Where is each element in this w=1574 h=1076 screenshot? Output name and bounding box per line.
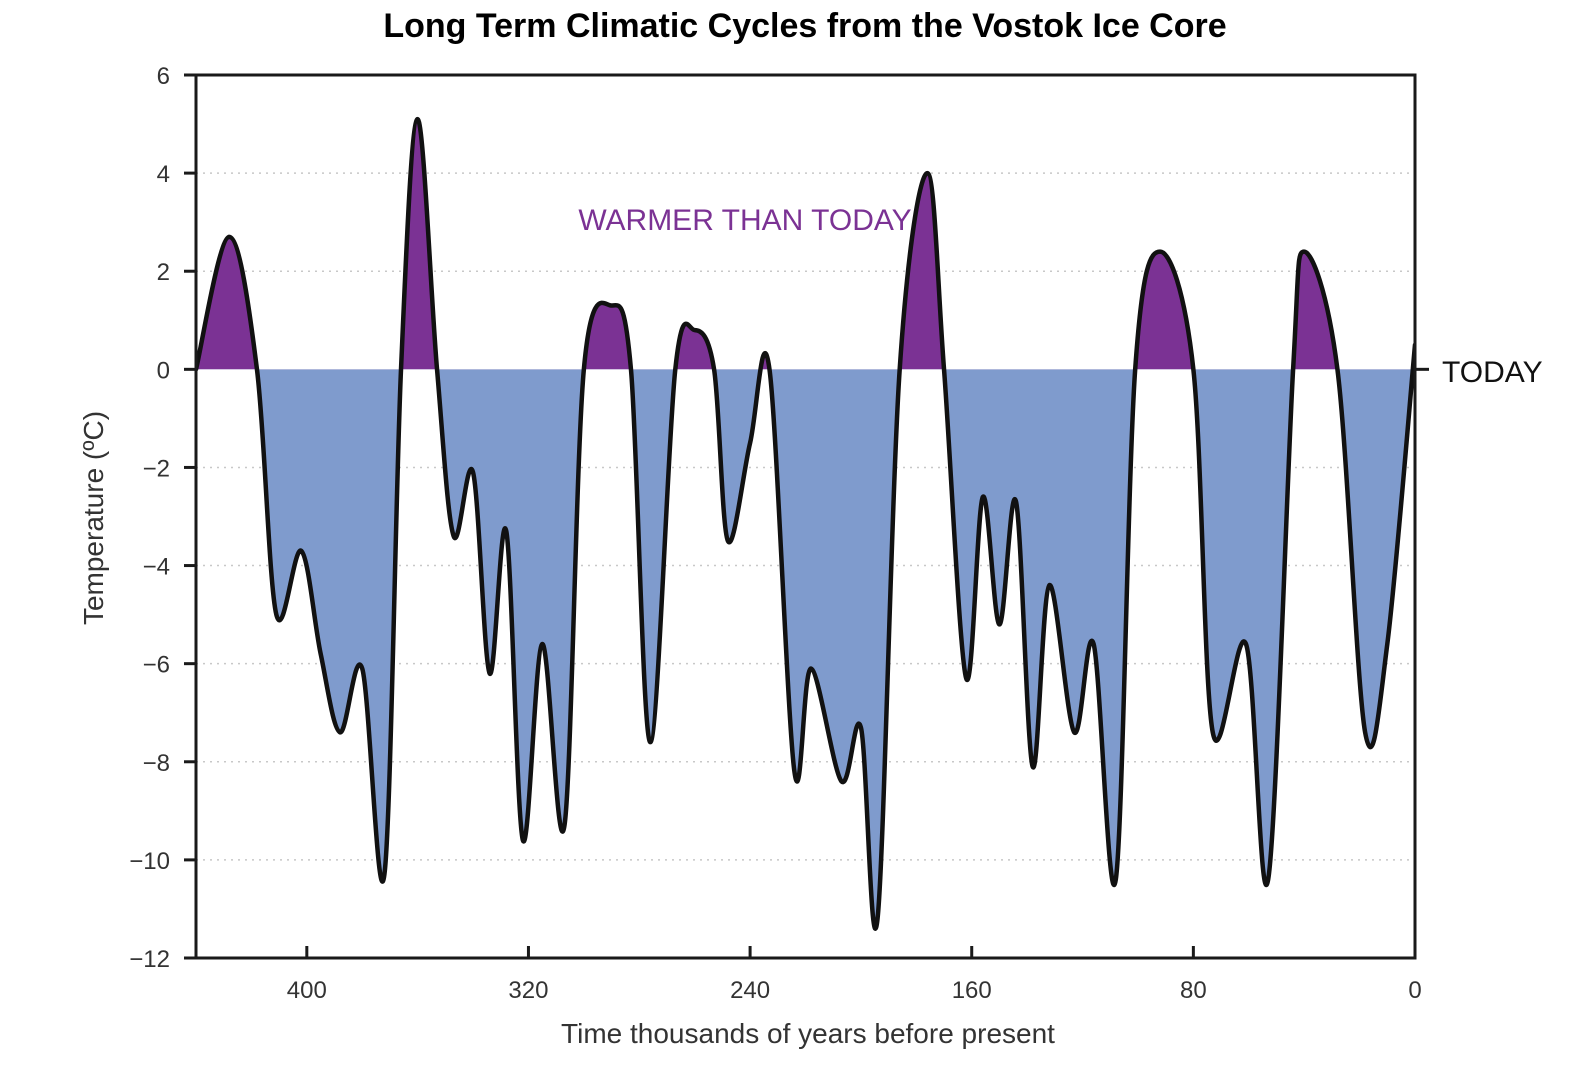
- plot-frame: [194, 73, 1417, 960]
- y-tick-label: −12: [129, 946, 170, 973]
- y-tick-label: 2: [157, 259, 170, 286]
- x-tick-label: 160: [952, 977, 992, 1004]
- chart-title: Long Term Climatic Cycles from the Vosto…: [383, 7, 1226, 45]
- y-axis-label: Temperature (ºC): [78, 411, 109, 625]
- x-tick-label: 240: [730, 977, 770, 1004]
- x-tick-label: 320: [508, 977, 548, 1004]
- temperature-curve: [196, 116, 1415, 931]
- y-tick-label: −8: [143, 750, 170, 777]
- y-tick-label: −10: [129, 848, 170, 875]
- y-tick-label: −6: [143, 652, 170, 679]
- x-axis-label: Time thousands of years before present: [561, 1018, 1055, 1049]
- x-tick-label: 0: [1408, 977, 1421, 1004]
- warmer-than-today-annotation: WARMER THAN TODAY: [578, 204, 911, 237]
- today-label: TODAY: [1442, 356, 1543, 389]
- y-tick-label: 6: [157, 63, 170, 90]
- y-tick-label: −2: [143, 455, 170, 482]
- y-tick-label: 4: [157, 161, 170, 188]
- y-tick-label: −4: [143, 554, 170, 581]
- cold-area: [256, 369, 1413, 929]
- x-tick-label: 400: [287, 977, 327, 1004]
- y-ticks: 6 4 2 0 −2 −4 −6 −8 −10 −12: [129, 63, 196, 973]
- x-tick-label: 80: [1180, 977, 1207, 1004]
- y-tick-label: 0: [157, 357, 170, 384]
- x-ticks: 400 320 240 160 80 0: [287, 946, 1422, 1004]
- temperature-area: [196, 119, 1415, 929]
- temperature-line: [196, 116, 1415, 931]
- axes: [194, 73, 1429, 960]
